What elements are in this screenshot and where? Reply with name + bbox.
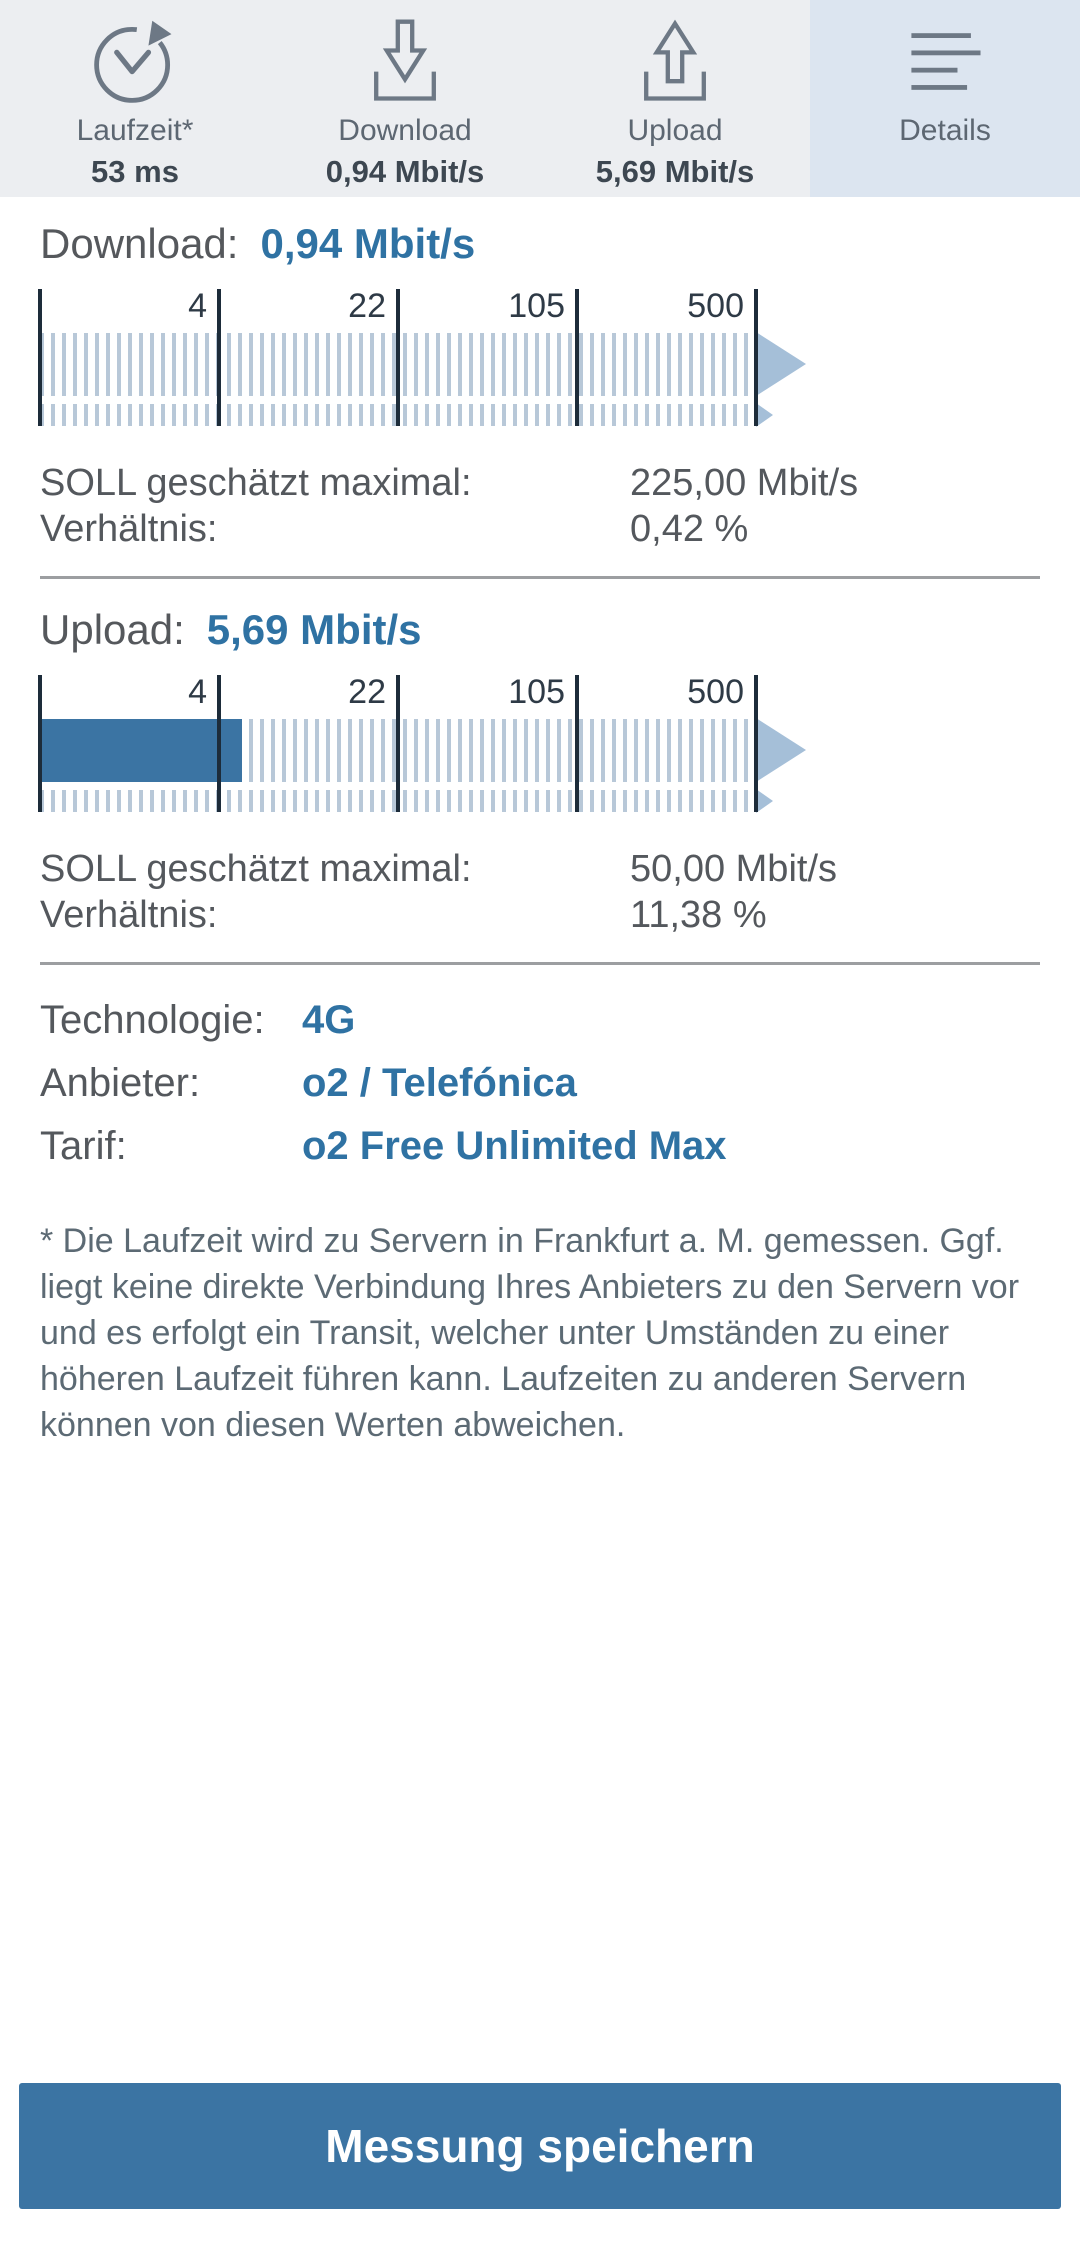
upload-icon (625, 12, 725, 112)
section-divider (40, 962, 1040, 965)
gauge-arrow-small-icon (756, 403, 773, 427)
gauge-tick (575, 289, 579, 426)
tab-details[interactable]: Details (810, 0, 1080, 197)
tab-laufzeit[interactable]: Laufzeit* 53 ms (0, 0, 270, 197)
tab-label: Laufzeit* (76, 114, 194, 147)
upload-section: Upload: 5,69 Mbit/s 4 22 105 500 (38, 607, 1040, 938)
tab-label: Details (899, 114, 991, 147)
gauge-tick (754, 675, 758, 812)
stat-label: SOLL geschätzt maximal: (40, 462, 472, 504)
results-tabbar: Laufzeit* 53 ms Download 0,94 Mbit/s Upl… (0, 0, 1080, 197)
download-icon (355, 12, 455, 112)
stat-label: SOLL geschätzt maximal: (40, 848, 472, 890)
info-value: o2 Free Unlimited Max (302, 1124, 727, 1168)
download-section: Download: 0,94 Mbit/s 4 22 105 500 (38, 221, 1040, 552)
stat-label: Verhältnis: (40, 894, 218, 936)
gauge-tick-label: 105 (508, 287, 565, 325)
stat-row-verhaeltnis: Verhältnis: 0,42 % (40, 506, 1040, 552)
gauge-arrow-small-icon (756, 789, 773, 813)
gauge-tick (217, 675, 221, 812)
gauge-tick-label: 500 (687, 287, 744, 325)
tab-download[interactable]: Download 0,94 Mbit/s (270, 0, 540, 197)
tab-value: 53 ms (91, 154, 179, 189)
gauge-fill (40, 719, 242, 782)
gauge-tick-label: 500 (687, 673, 744, 711)
gauge-axis-line (38, 289, 42, 426)
tab-label: Upload (627, 114, 723, 147)
download-heading-value: 0,94 Mbit/s (260, 220, 476, 267)
stat-row-soll: SOLL geschätzt maximal: 225,00 Mbit/s (40, 460, 1040, 506)
gauge-tick (217, 289, 221, 426)
info-value: o2 / Telefónica (302, 1061, 577, 1105)
stat-value: 11,38 % (630, 894, 767, 936)
gauge-tick-label: 105 (508, 673, 565, 711)
info-value: 4G (302, 998, 356, 1042)
info-row-tarif: Tarif: o2 Free Unlimited Max (40, 1115, 1040, 1178)
gauge-tick-label: 4 (188, 287, 207, 325)
stat-value: 50,00 Mbit/s (630, 848, 837, 890)
tab-upload[interactable]: Upload 5,69 Mbit/s (540, 0, 810, 197)
stat-label: Verhältnis: (40, 508, 218, 550)
tab-value: 0,94 Mbit/s (325, 154, 485, 189)
download-stats: SOLL geschätzt maximal: 225,00 Mbit/s Ve… (40, 460, 1040, 552)
connection-info: Technologie: 4G Anbieter: o2 / Telefónic… (40, 989, 1040, 1178)
details-icon (895, 12, 995, 112)
info-row-anbieter: Anbieter: o2 / Telefónica (40, 1052, 1040, 1115)
download-heading: Download: 0,94 Mbit/s (40, 221, 1040, 267)
gauge-arrow-icon (756, 332, 806, 396)
gauge-tick-label: 22 (348, 673, 386, 711)
info-label: Technologie: (40, 998, 265, 1042)
upload-stats: SOLL geschätzt maximal: 50,00 Mbit/s Ver… (40, 846, 1040, 938)
upload-heading-value: 5,69 Mbit/s (206, 606, 422, 653)
latency-icon (85, 12, 185, 112)
gauge-tick (396, 289, 400, 426)
section-divider (40, 576, 1040, 579)
gauge-axis-line (38, 675, 42, 812)
download-heading-label: Download: (40, 220, 239, 267)
gauge-tick-label: 4 (188, 673, 207, 711)
gauge-tick (754, 289, 758, 426)
tab-value: 5,69 Mbit/s (595, 154, 755, 189)
upload-gauge: 4 22 105 500 (38, 673, 806, 813)
gauge-tick (396, 675, 400, 812)
info-label: Tarif: (40, 1124, 127, 1168)
details-content: Download: 0,94 Mbit/s 4 22 105 500 (0, 221, 1080, 1448)
download-gauge: 4 22 105 500 (38, 287, 806, 427)
gauge-tick-label: 22 (348, 287, 386, 325)
stat-row-verhaeltnis: Verhältnis: 11,38 % (40, 892, 1040, 938)
gauge-arrow-icon (756, 718, 806, 782)
stat-value: 0,42 % (630, 508, 749, 550)
stat-row-soll: SOLL geschätzt maximal: 50,00 Mbit/s (40, 846, 1040, 892)
upload-heading: Upload: 5,69 Mbit/s (40, 607, 1040, 653)
upload-heading-label: Upload: (40, 606, 185, 653)
save-measurement-button[interactable]: Messung speichern (19, 2083, 1061, 2209)
info-label: Anbieter: (40, 1061, 201, 1105)
tab-label: Download (338, 114, 472, 147)
info-row-technologie: Technologie: 4G (40, 989, 1040, 1052)
stat-value: 225,00 Mbit/s (630, 462, 859, 504)
latency-footnote: * Die Laufzeit wird zu Servern in Frankf… (40, 1222, 1020, 1444)
gauge-tick (575, 675, 579, 812)
